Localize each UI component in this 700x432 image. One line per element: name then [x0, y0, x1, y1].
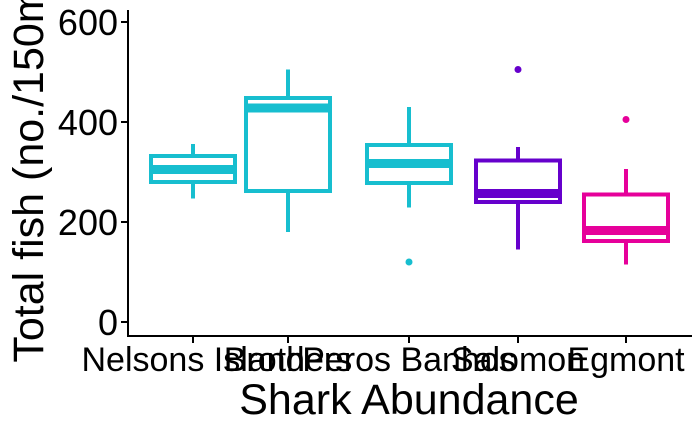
y-tick-label: 400 — [58, 102, 118, 143]
box-nelsons-island — [149, 144, 237, 199]
outlier-point — [514, 66, 522, 73]
y-axis-title: Total fish (no./150m — [5, 0, 53, 363]
box-iqr — [244, 96, 332, 193]
x-tick-label: Egmont — [567, 341, 685, 379]
outlier-point — [405, 258, 413, 266]
y-ticks: 0 200 400 600 — [58, 2, 128, 343]
y-tick-label: 200 — [58, 202, 118, 243]
box-egmont — [582, 116, 670, 265]
x-tick-label: Peros Banhos — [302, 341, 516, 379]
box-salomon — [474, 66, 562, 250]
x-tick-label: Brothers — [224, 341, 353, 379]
box-brothers — [244, 69, 332, 232]
y-tick-label: 600 — [58, 2, 118, 43]
x-tick-label: Nelsons Island — [81, 341, 304, 379]
box-series — [149, 66, 670, 266]
outlier-point — [622, 116, 630, 123]
y-tick-label: 0 — [98, 302, 118, 343]
x-axis-title: Shark Abundance — [239, 376, 579, 424]
box-peros-banhos — [365, 107, 453, 266]
x-tick-label: Salomon — [451, 341, 585, 379]
